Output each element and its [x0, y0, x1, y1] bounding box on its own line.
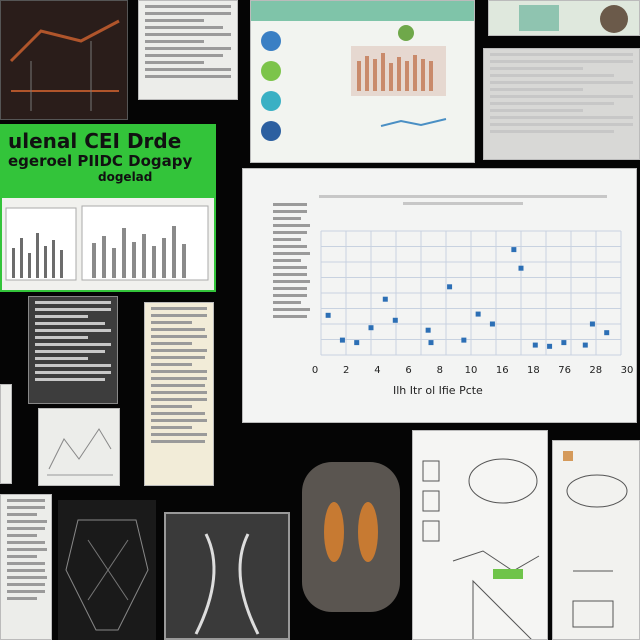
scatter-point: [475, 311, 481, 317]
scatter-chart: 0 2 4 6 8 10 16 18 76 28 30: [312, 230, 634, 376]
x-tick-label: 16: [496, 365, 509, 376]
x-tick-label: 76: [558, 365, 571, 376]
blueprint-drawing: [9, 19, 120, 111]
x-tick-label: 30: [621, 365, 634, 376]
schematic-drawing: [65, 519, 149, 631]
scatter-point: [547, 343, 553, 349]
x-tick-label: 4: [374, 365, 380, 376]
infographic-card: [250, 0, 475, 163]
report-page: [483, 48, 640, 160]
x-tick-label: 28: [589, 365, 602, 376]
scatter-plot-panel: 0 2 4 6 8 10 16 18 76 28 30 Ilh Itr ol Ifie Pcte: [242, 168, 637, 423]
blueprint-card: [0, 0, 128, 120]
scatter-point: [447, 284, 453, 290]
photo-drawing: [519, 5, 628, 33]
diagram-drawing: [422, 458, 540, 639]
scatter-point: [425, 327, 431, 333]
specimen-jar: [302, 462, 400, 612]
x-tick-label: 6: [405, 365, 411, 376]
dark-schematic: [58, 500, 156, 640]
edge-card-left: [0, 384, 12, 484]
xray-drawing: [194, 533, 260, 635]
scatter-point: [582, 342, 588, 348]
photo-card: [488, 0, 640, 36]
document-thumbnail: [138, 0, 238, 100]
poster-title-line3: dogelad: [98, 170, 153, 184]
xray-card: [164, 512, 290, 640]
sketch-drawing: [47, 428, 113, 476]
scatter-point: [325, 312, 331, 318]
infographic-drawing: [251, 1, 474, 141]
poster-bar-charts: [5, 205, 209, 281]
specimen-drawing: [324, 502, 378, 562]
scatter-point: [354, 340, 360, 346]
dark-document: [28, 296, 118, 404]
sketch-card: [38, 408, 120, 486]
scatter-point: [461, 337, 467, 343]
poster-header: ulenal CEI Drde egeroel PIIDC Dogapy dog…: [2, 126, 214, 198]
x-axis-title: Ilh Itr ol Ifie Pcte: [393, 384, 483, 397]
y-axis-scribble: [267, 199, 313, 322]
scatter-point: [604, 330, 610, 336]
scatter-point: [392, 317, 398, 323]
poster-title-line1: ulenal CEI Drde: [8, 129, 182, 153]
scatter-point: [368, 325, 374, 331]
scatter-point: [382, 296, 388, 302]
plot-heading-scribble: [313, 191, 613, 209]
scatter-point: [339, 337, 345, 343]
poster-title-line2: egeroel PIIDC Dogapy: [8, 152, 193, 170]
scatter-point: [511, 247, 517, 253]
diagram-sheet: [412, 430, 548, 640]
scatter-point: [518, 265, 524, 271]
x-tick-label: 0: [312, 365, 318, 376]
scatter-point: [561, 340, 567, 346]
scatter-point: [428, 340, 434, 346]
yellow-document: [144, 302, 214, 486]
sketch-sheet-drawing: [563, 451, 628, 628]
x-tick-label: 8: [437, 365, 443, 376]
x-tick-label: 18: [527, 365, 540, 376]
scatter-point: [489, 321, 495, 327]
sketch-sheet-right: [552, 440, 640, 640]
x-tick-label: 10: [465, 365, 478, 376]
green-poster: ulenal CEI Drde egeroel PIIDC Dogapy dog…: [0, 124, 216, 292]
x-tick-label: 2: [343, 365, 349, 376]
text-page: [0, 494, 52, 640]
scatter-point: [532, 342, 538, 348]
scatter-point: [589, 321, 595, 327]
